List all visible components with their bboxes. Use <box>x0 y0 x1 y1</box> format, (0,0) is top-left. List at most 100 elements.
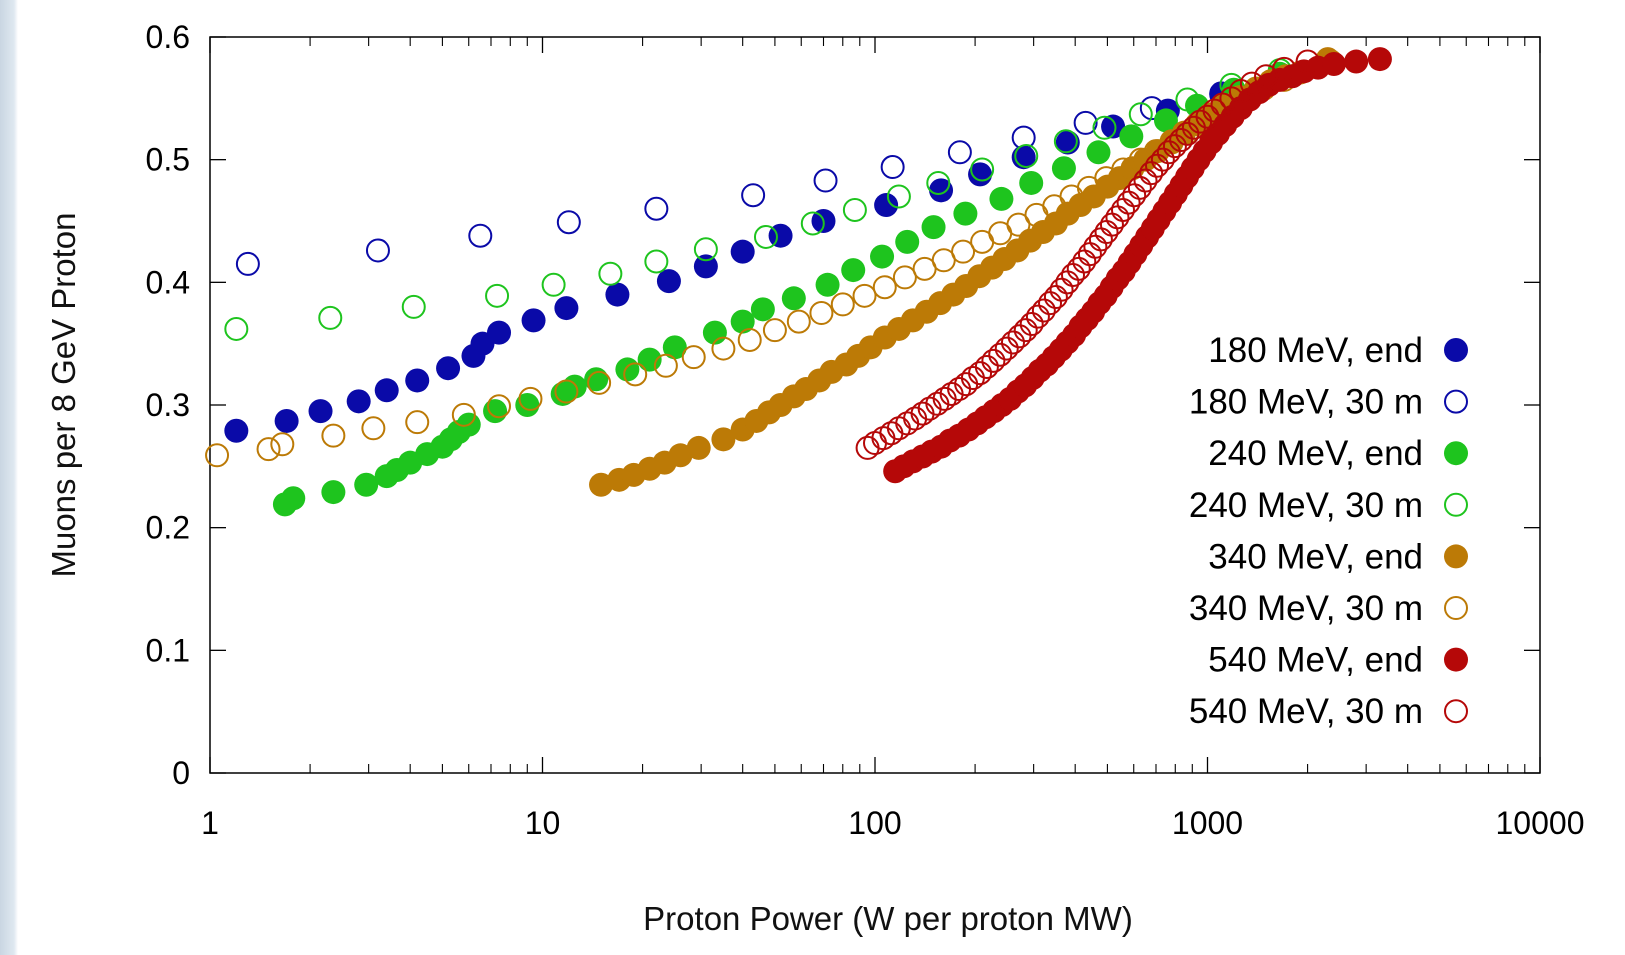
data-point <box>1295 49 1320 74</box>
data-point <box>401 294 426 319</box>
data-point <box>1150 147 1175 172</box>
data-point <box>1101 114 1126 139</box>
y-axis-title: Muons per 8 GeV Proton <box>45 212 82 577</box>
data-point <box>1156 140 1181 165</box>
data-point <box>589 472 614 497</box>
data-point <box>598 261 623 286</box>
data-point <box>270 432 295 457</box>
data-point <box>921 215 946 240</box>
data-point <box>1014 143 1039 168</box>
chart-frame: 1 10 100 1000 10000 0 0.1 0.2 0.3 0.4 0.5 0.6 180 M… <box>18 0 1625 955</box>
data-point <box>365 238 390 263</box>
data-point <box>730 239 755 264</box>
y-tick-label: 0.5 <box>146 142 190 178</box>
data-point <box>653 353 678 378</box>
data-point <box>554 296 579 321</box>
data-point <box>1053 129 1078 154</box>
data-point <box>1006 212 1031 237</box>
data-point <box>741 183 766 208</box>
data-point <box>1195 104 1220 129</box>
data-points <box>205 47 1392 517</box>
data-point <box>541 272 566 297</box>
legend-label: 540 MeV, end <box>1208 641 1423 680</box>
legend-marker <box>1444 441 1468 466</box>
data-point <box>711 336 736 361</box>
data-point <box>361 416 386 441</box>
data-point <box>1128 102 1153 127</box>
data-point <box>521 308 546 333</box>
data-point <box>224 316 249 341</box>
legend-marker <box>1444 699 1468 724</box>
y-tick-label: 0 <box>172 755 190 791</box>
data-point <box>321 480 346 505</box>
data-point <box>1272 56 1297 81</box>
data-point <box>994 336 1019 361</box>
data-point <box>1239 71 1264 96</box>
data-point <box>1175 121 1200 146</box>
series-7 <box>883 47 1392 484</box>
legend: 180 MeV, end 180 MeV, 30 m 240 MeV, end 240… <box>1189 331 1468 731</box>
x-tick-label: 1000 <box>1172 805 1243 841</box>
data-point <box>1025 304 1050 329</box>
data-point <box>988 342 1013 367</box>
data-point <box>1086 140 1111 165</box>
legend-label: 180 MeV, end <box>1208 331 1423 370</box>
x-tick-label: 10 <box>525 805 561 841</box>
data-point <box>1202 98 1227 123</box>
legend-label: 240 MeV, 30 m <box>1189 486 1423 525</box>
data-point <box>753 224 778 249</box>
data-point <box>321 423 346 448</box>
data-point <box>926 170 951 195</box>
data-point <box>1011 125 1036 150</box>
data-point <box>693 237 718 262</box>
data-point <box>318 305 343 330</box>
y-tick-label: 0.3 <box>146 387 190 423</box>
legend-label: 540 MeV, 30 m <box>1189 692 1423 731</box>
data-point <box>981 348 1006 373</box>
data-point <box>1153 108 1178 133</box>
legend-marker <box>1444 544 1468 569</box>
y-tick-label: 0.1 <box>146 632 190 668</box>
data-point <box>693 254 718 279</box>
legend-label: 340 MeV, 30 m <box>1189 589 1423 628</box>
data-point <box>1175 87 1200 112</box>
data-point <box>1133 168 1158 193</box>
data-point <box>1073 110 1098 135</box>
data-point <box>800 211 825 236</box>
data-point <box>587 370 612 395</box>
data-point <box>235 251 260 276</box>
data-point <box>870 244 895 269</box>
data-point <box>1043 285 1068 310</box>
data-point <box>644 249 669 274</box>
data-point <box>886 184 911 209</box>
data-point <box>813 168 838 193</box>
data-point <box>346 389 371 414</box>
data-point <box>668 443 693 468</box>
data-point <box>1321 51 1346 76</box>
data-point <box>405 410 430 435</box>
data-point <box>487 394 512 419</box>
x-tick-label: 100 <box>848 805 901 841</box>
series-8 <box>855 49 1320 460</box>
x-axis-title: Proton Power (W per proton MW) <box>643 900 1133 937</box>
axes: 1 10 100 1000 10000 0 0.1 0.2 0.3 0.4 0.5 0.6 <box>146 19 1585 841</box>
data-point <box>515 393 540 417</box>
data-point <box>274 408 299 433</box>
data-point <box>786 309 811 334</box>
data-point <box>662 335 687 360</box>
data-point <box>895 229 920 254</box>
data-point <box>686 435 711 460</box>
data-point <box>1049 277 1074 302</box>
data-point <box>1092 115 1117 140</box>
data-point <box>711 427 736 452</box>
data-point <box>605 282 630 307</box>
data-point <box>451 402 476 427</box>
data-point <box>656 269 681 294</box>
legend-marker <box>1444 389 1468 414</box>
data-point <box>842 197 867 222</box>
data-point <box>1169 128 1194 153</box>
y-tick-label: 0.2 <box>146 510 190 546</box>
y-tick-label: 0.6 <box>146 19 190 55</box>
data-point <box>809 301 834 325</box>
data-point <box>556 210 581 235</box>
